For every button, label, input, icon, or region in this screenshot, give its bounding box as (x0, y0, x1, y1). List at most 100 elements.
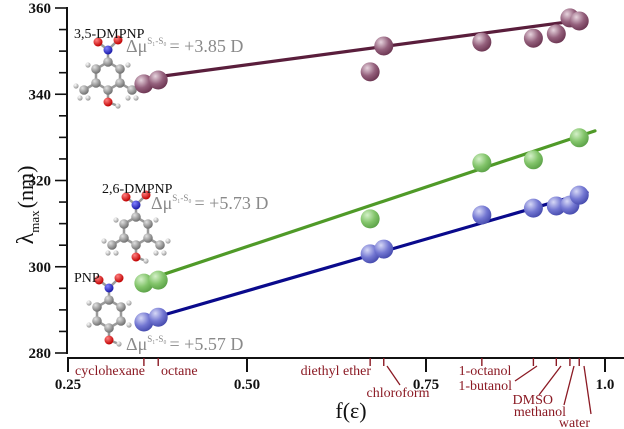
hydrogen-atom (153, 217, 159, 223)
oxygen-atom (131, 252, 141, 262)
data-point-pnp (472, 205, 492, 225)
carbon-atom (116, 316, 126, 326)
hydrogen-atom (165, 238, 171, 244)
hydrogen-atom (86, 322, 92, 328)
hydrogen-atom (85, 95, 91, 101)
solvent-leader-line (538, 365, 562, 396)
data-point-3-5-dmpnp (523, 28, 543, 48)
data-point-3-5-dmpnp (134, 74, 154, 94)
carbon-atom (127, 85, 137, 95)
carbon-atom (104, 323, 114, 333)
hydrogen-atom (116, 341, 122, 347)
carbon-atom (91, 64, 101, 74)
carbon-atom (79, 85, 89, 95)
dmu-pnp: ΔμS₁-S₀ = +5.57 D (126, 334, 243, 354)
molecule-2-6-dmpnp (101, 190, 171, 264)
label-3-5-dmpnp: 3,5-DMPNP (74, 27, 145, 42)
y-tick-label: 300 (29, 260, 52, 276)
carbon-atom (115, 64, 125, 74)
data-point-2-6-dmpnp (523, 150, 543, 170)
data-point-pnp (523, 198, 543, 218)
dmu-3-5-dmpnp: ΔμS₁-S₀ = +3.85 D (126, 36, 243, 56)
carbon-atom (155, 240, 165, 250)
nitrogen-atom (131, 200, 141, 210)
molecule-3-5-dmpnp (73, 35, 143, 109)
hydrogen-atom (85, 62, 91, 68)
axes: 280 300 320 340 360 0.25 0.50 0.75 1.0 cyclohex… (29, 1, 624, 429)
hydrogen-atom (113, 250, 119, 256)
oxygen-atom (94, 275, 104, 285)
molecule-illustrations (73, 35, 171, 347)
solvent-label: DMSO (513, 393, 553, 408)
oxygen-atom (114, 273, 124, 283)
solvent-label: chloroform (367, 386, 430, 401)
data-point-pnp (134, 312, 154, 332)
solvent-label: octane (161, 364, 198, 379)
fit-line-2-6-dmpnp (160, 129, 597, 277)
y-axis-title-unit: (nm) (13, 166, 38, 209)
y-tick-label: 360 (29, 1, 52, 17)
series-2-6-dmpnp (134, 128, 597, 293)
hydrogen-atom (161, 250, 167, 256)
hydrogen-atom (126, 300, 132, 306)
molecule-pnp (86, 273, 132, 347)
carbon-atom (119, 219, 129, 229)
oxygen-atom (93, 37, 103, 47)
x-axis-title: f(ε) (335, 398, 366, 423)
solvent-leader-line (563, 365, 575, 406)
oxygen-atom (141, 190, 151, 200)
oxygen-atom (121, 192, 131, 202)
data-point-pnp (546, 196, 566, 216)
y-tick-label: 340 (29, 87, 52, 103)
carbon-atom (143, 233, 153, 243)
series-3-5-dmpnp (134, 8, 589, 94)
carbon-atom (143, 219, 153, 229)
annotations: 3,5-DMPNP ΔμS₁-S₀ = +3.85 D 2,6-DMPNP ΔμS… (74, 27, 268, 354)
y-tick-label: 320 (29, 174, 52, 190)
data-point-2-6-dmpnp (569, 128, 589, 148)
oxygen-atom (113, 35, 123, 45)
series-pnp (134, 185, 589, 332)
y-tick-label: 280 (29, 346, 52, 362)
carbon-atom (131, 212, 141, 222)
hydrogen-atom (125, 62, 131, 68)
hydrogen-atom (77, 95, 83, 101)
carbon-atom (92, 302, 102, 312)
solvent-label: cyclohexane (75, 364, 145, 379)
carbon-atom (91, 78, 101, 88)
data-point-3-5-dmpnp (360, 62, 380, 82)
x-tick-label: 0.50 (234, 377, 260, 393)
data-point-2-6-dmpnp (148, 270, 168, 290)
nitrogen-atom (103, 45, 113, 55)
hydrogen-atom (101, 238, 107, 244)
hydrogen-atom (105, 250, 111, 256)
dmu-2-6-dmpnp: ΔμS₁-S₀ = +5.73 D (151, 193, 268, 213)
label-pnp: PNP (74, 271, 100, 286)
x-tick-label: 0.75 (413, 377, 439, 393)
solvent-label: water (559, 416, 590, 429)
data-point-3-5-dmpnp (148, 70, 168, 90)
carbon-atom (115, 78, 125, 88)
x-tick-label: 1.0 (596, 377, 615, 393)
hydrogen-atom (125, 95, 131, 101)
carbon-atom (103, 57, 113, 67)
hydrogen-atom (86, 300, 92, 306)
solvent-leader-line (386, 365, 401, 386)
solvent-label: diethyl ether (301, 364, 372, 379)
fit-line-3-5-dmpnp (160, 19, 577, 78)
carbon-atom (104, 295, 114, 305)
data-point-pnp (569, 185, 589, 205)
solvent-leader-line (514, 365, 538, 382)
data-point-pnp (374, 239, 394, 259)
hydrogen-atom (73, 83, 79, 89)
oxygen-atom (103, 97, 113, 107)
carbon-atom (119, 233, 129, 243)
y-axis-title-main: λ (13, 232, 39, 244)
carbon-atom (103, 85, 113, 95)
hydrogen-atom (113, 217, 119, 223)
x-tick-label: 0.25 (55, 377, 81, 393)
y-axis-title-sub: max (27, 210, 42, 233)
carbon-atom (131, 240, 141, 250)
solvent-label: 1-octanol (459, 364, 512, 379)
